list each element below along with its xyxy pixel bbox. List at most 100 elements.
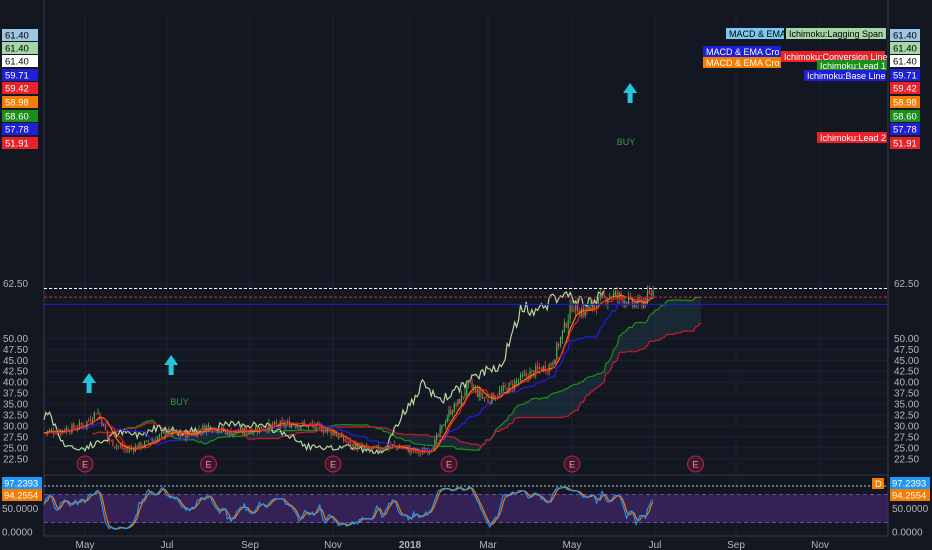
candle-body — [145, 440, 148, 442]
candle-body — [460, 395, 463, 405]
y-tick-right: 45.00 — [894, 356, 919, 367]
oscillator-y-tick: 0.0000 — [892, 528, 923, 539]
x-tick-label: Nov — [811, 540, 829, 550]
candle-body — [204, 426, 206, 432]
y-tick-right: 47.50 — [894, 345, 919, 356]
candle-body — [260, 425, 262, 430]
price-marker-right — [890, 55, 920, 67]
candle-body — [489, 402, 491, 404]
x-tick-label: May — [76, 540, 95, 550]
candle-body — [348, 441, 350, 442]
candle-body — [612, 293, 615, 298]
y-tick-right: 35.00 — [894, 400, 919, 411]
candle-body — [358, 445, 360, 449]
candle-body — [232, 432, 234, 436]
y-tick-left: 62.50 — [3, 279, 28, 290]
price-marker-right — [890, 82, 920, 94]
candle-body — [516, 381, 518, 383]
candle-body — [409, 448, 411, 453]
candle-body — [54, 433, 56, 435]
price-marker-left-label: 61.40 — [5, 44, 29, 55]
candle-body — [601, 294, 603, 298]
candle-body — [209, 425, 211, 431]
x-axis: May Jul Sep Nov 2018 Mar May Jul Sep Nov — [76, 540, 829, 550]
candle-body — [116, 445, 118, 447]
candle-body — [349, 440, 352, 447]
candle-body — [222, 427, 225, 432]
candle-body — [404, 447, 406, 449]
candle-body — [206, 425, 208, 432]
candle-body — [272, 423, 274, 426]
candle-body — [58, 429, 60, 433]
candle-body — [211, 430, 213, 432]
candle-body — [563, 322, 565, 332]
candle-body — [444, 423, 447, 426]
candle-body — [552, 362, 554, 366]
candle-body — [117, 445, 120, 447]
candle-body — [112, 439, 114, 447]
candle-body — [527, 375, 529, 379]
candle-body — [561, 330, 564, 339]
candle-body — [273, 421, 276, 425]
buy-arrow-icon — [623, 83, 638, 103]
price-marker-right-label: 59.42 — [893, 84, 917, 95]
candle-body — [119, 445, 122, 447]
candle-body — [353, 444, 355, 450]
candle-body — [334, 433, 336, 436]
candle-body — [202, 425, 204, 432]
series-tag-label: Ichimoku:Conversion Line — [784, 52, 888, 62]
x-tick-label: Sep — [241, 540, 259, 550]
price-marker-right-label: 59.71 — [893, 71, 917, 82]
grid — [44, 15, 888, 536]
candle-body — [62, 429, 64, 431]
series-tag — [817, 60, 887, 71]
y-tick-left: 50.00 — [3, 334, 28, 345]
candle-body — [517, 380, 520, 383]
buy-signal-label: BUY — [617, 137, 636, 147]
candle-body — [215, 428, 217, 432]
candle-body — [82, 424, 84, 427]
oscillator-marker — [890, 477, 930, 489]
candle-body — [121, 444, 123, 449]
candle-body — [328, 430, 330, 431]
candle-body — [219, 431, 221, 432]
candle-body — [251, 430, 253, 434]
series-tag — [804, 70, 886, 81]
price-marker-left-label: 57.78 — [5, 125, 29, 136]
y-tick-left: 27.50 — [3, 432, 28, 443]
price-marker-left — [2, 42, 38, 54]
candle-body — [464, 393, 466, 396]
candle-body — [578, 313, 581, 316]
candle-body — [226, 430, 228, 436]
candle-body — [151, 440, 153, 443]
candle-body — [370, 448, 373, 450]
y-tick-left: 35.00 — [3, 400, 28, 411]
candle-body — [313, 424, 315, 428]
candle-body — [529, 371, 531, 380]
candle-body — [569, 305, 571, 320]
candle-body — [498, 390, 501, 396]
y-tick-right: 40.00 — [894, 378, 919, 389]
y-tick-left: 30.00 — [3, 421, 28, 432]
price-marker-right-label: 51.91 — [893, 139, 917, 150]
candle-body — [510, 382, 512, 384]
price-marker-right-label: 61.40 — [893, 57, 917, 68]
y-tick-right: 30.00 — [894, 421, 919, 432]
series-tag-label: Ichimoku:Base Line — [807, 71, 886, 81]
candle-body — [217, 432, 219, 433]
y-tick-left: 45.00 — [3, 356, 28, 367]
candle-body — [525, 373, 527, 377]
candle-body — [420, 452, 422, 454]
candle-body — [462, 396, 464, 398]
x-tick-label: Sep — [727, 540, 745, 550]
series-tag-label: Ichimoku:Lagging Span — [789, 29, 883, 39]
candle-body — [631, 298, 633, 306]
candle-body — [635, 305, 637, 307]
candle-body — [337, 434, 339, 439]
price-marker-right — [890, 123, 920, 135]
candle-body — [575, 301, 577, 311]
earnings-marker-4 — [563, 455, 581, 473]
candle-body — [633, 304, 635, 307]
oscillator-marker-left-label: 97.2393 — [4, 479, 38, 490]
